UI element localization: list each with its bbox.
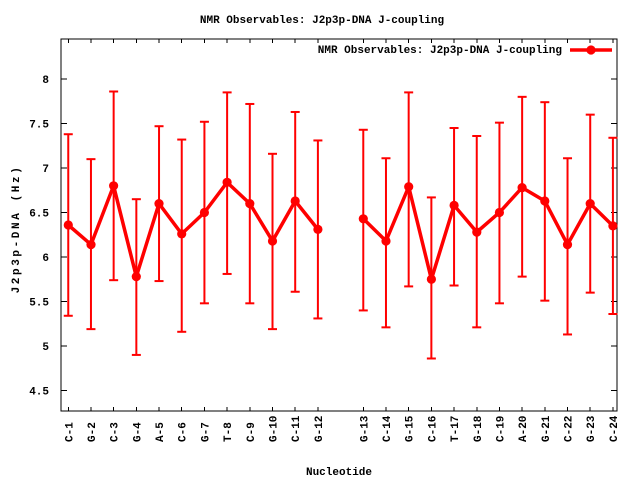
x-tick-label: G-18: [473, 415, 485, 442]
y-axis-label: J2p3p-DNA (Hz): [11, 165, 23, 294]
y-tick-label: 6.5: [29, 209, 49, 221]
x-tick-label: G-10: [269, 416, 281, 442]
x-tick-label: T-17: [450, 416, 462, 442]
data-point: [608, 221, 618, 231]
data-point: [267, 236, 278, 246]
legend-marker-icon: [586, 45, 596, 55]
x-tick-label: G-7: [200, 422, 212, 442]
data-point: [222, 177, 232, 187]
x-tick-label: G-13: [359, 415, 371, 442]
legend-label: NMR Observables: J2p3p-DNA J-coupling: [318, 45, 562, 57]
x-tick-label: C-6: [178, 422, 190, 442]
x-tick-label: C-19: [495, 416, 507, 442]
y-tick-label: 7.5: [29, 120, 49, 132]
data-point: [131, 272, 141, 282]
x-axis-label: Nucleotide: [306, 467, 372, 479]
data-point: [86, 240, 96, 250]
x-tick-label: G-21: [541, 415, 553, 442]
data-point: [109, 181, 119, 191]
data-point: [585, 199, 595, 209]
data-point: [449, 200, 459, 210]
x-tick-label: C-24: [609, 415, 621, 442]
data-point: [199, 207, 209, 218]
data-point: [154, 199, 164, 209]
series-line: [67, 179, 320, 284]
data-point: [177, 229, 187, 239]
data-point: [313, 224, 323, 234]
data-point: [381, 236, 391, 246]
x-tick-label: C-1: [64, 422, 76, 442]
x-tick-label: G-15: [405, 415, 417, 442]
data-point: [517, 183, 527, 193]
y-tick-label: 4.5: [29, 387, 49, 399]
y-tick-label: 7: [42, 164, 49, 176]
data-point: [426, 274, 436, 284]
x-tick-label: G-23: [586, 415, 598, 442]
data-point: [290, 196, 300, 206]
plot-frame: [60, 38, 618, 412]
data-point: [494, 207, 504, 218]
x-tick-label: C-11: [291, 415, 303, 442]
data-point: [562, 240, 573, 250]
y-tick-label: 5: [42, 342, 49, 354]
x-tick-label: G-12: [314, 416, 326, 442]
y-tick-label: 5.5: [29, 298, 49, 310]
x-tick-label: G-4: [132, 422, 144, 442]
series-line: [362, 181, 615, 286]
x-tick-label: T-8: [223, 422, 235, 442]
data-point: [358, 214, 368, 224]
x-tick-label: C-16: [427, 416, 439, 442]
x-tick-label: A-5: [155, 422, 167, 442]
y-tick-label: 8: [42, 75, 49, 87]
x-tick-label: C-14: [382, 415, 394, 442]
x-tick-label: A-20: [518, 416, 530, 442]
x-tick-label: C-22: [564, 416, 576, 442]
chart-title: NMR Observables: J2p3p-DNA J-coupling: [200, 15, 444, 27]
data-point: [245, 199, 255, 209]
data-point: [404, 182, 414, 192]
data-point: [63, 220, 73, 230]
data-point: [472, 227, 482, 237]
x-tick-label: C-9: [246, 422, 258, 442]
x-tick-label: C-3: [110, 422, 122, 442]
data-point: [540, 196, 550, 206]
x-tick-label: G-2: [87, 422, 99, 442]
y-tick-label: 6: [42, 253, 49, 265]
